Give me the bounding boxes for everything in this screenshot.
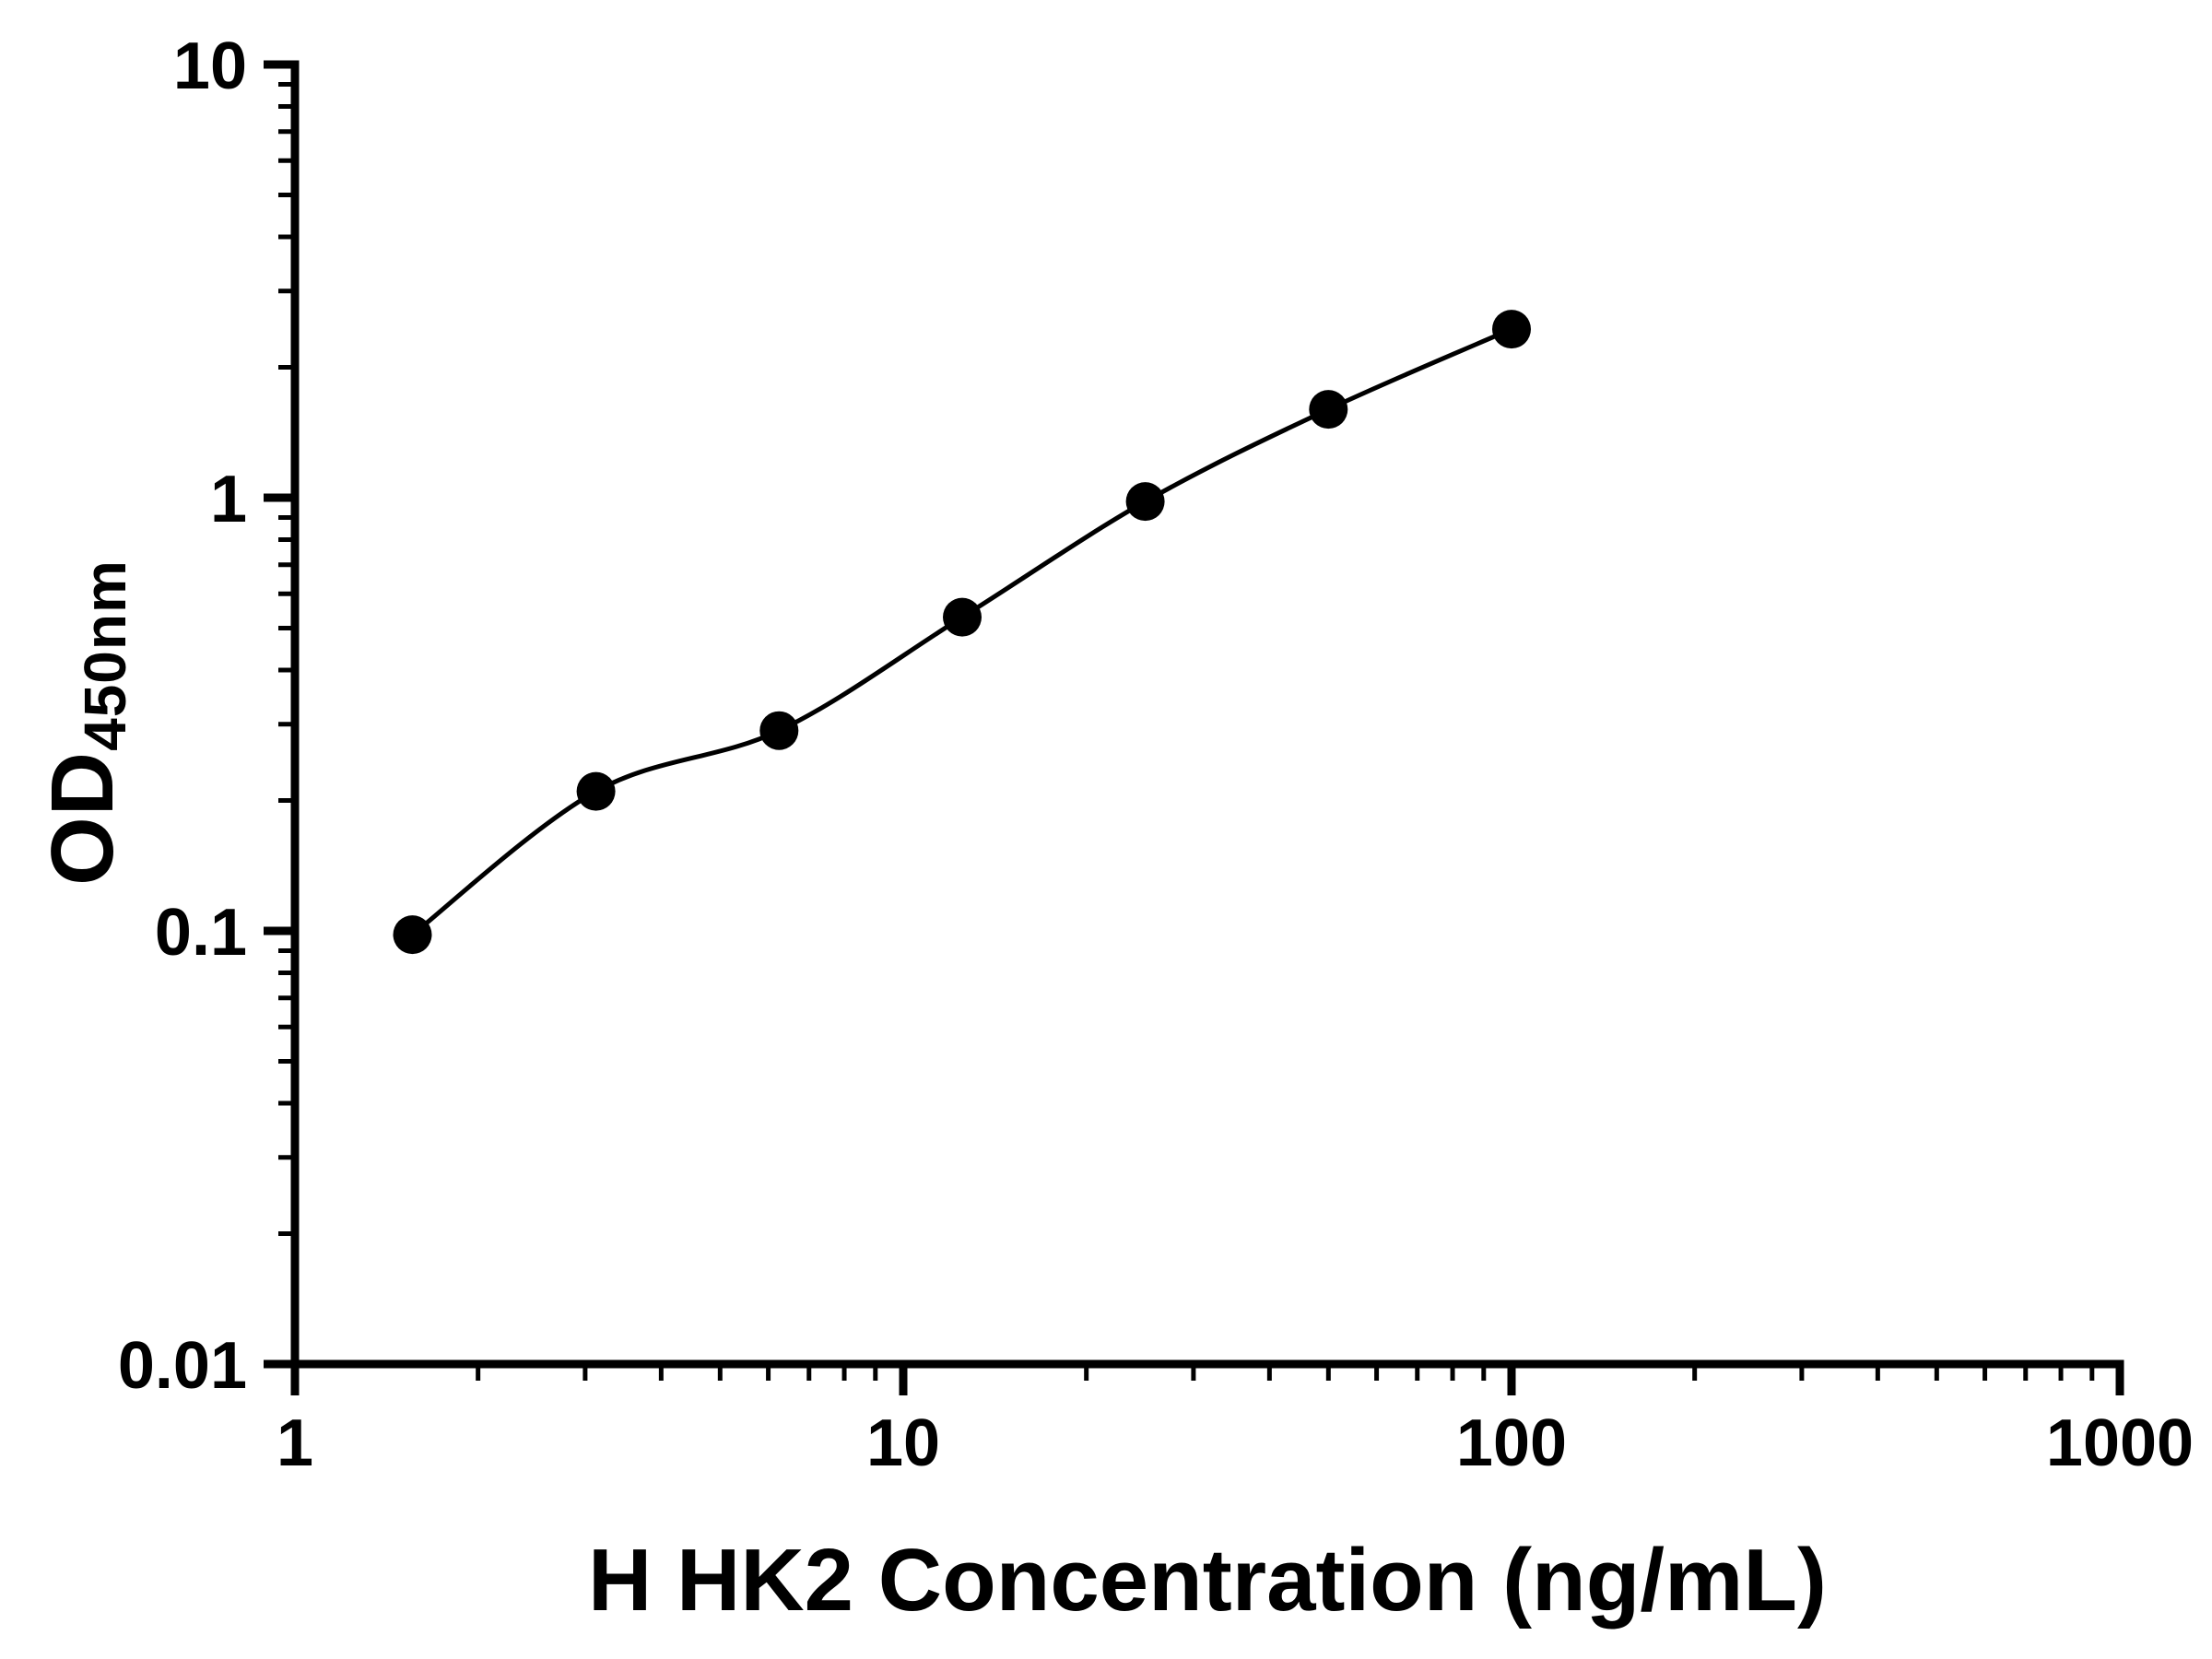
data-point [1125, 482, 1165, 522]
data-point [1309, 390, 1348, 429]
y-axis-title-main: OD [33, 750, 132, 886]
y-tick-label: 0.1 [155, 896, 247, 970]
data-point [576, 771, 616, 811]
y-axis-title: OD450nm [32, 559, 139, 886]
data-point [393, 915, 432, 955]
x-tick-label: 100 [1456, 1406, 1567, 1480]
y-tick-label: 0.01 [118, 1329, 247, 1403]
y-tick-label: 10 [173, 29, 247, 103]
x-axis-title: H HK2 Concentration (ng/mL) [588, 1531, 1827, 1630]
x-tick-label: 1000 [2046, 1406, 2194, 1480]
data-point [759, 711, 799, 750]
data-point [943, 597, 982, 637]
x-tick-label: 10 [866, 1406, 940, 1480]
data-point [1492, 310, 1531, 349]
x-tick-label: 1 [276, 1406, 313, 1480]
axes [290, 60, 2124, 1369]
y-tick-label: 1 [210, 463, 247, 536]
y-axis-title-subscript: 450nm [72, 559, 138, 751]
